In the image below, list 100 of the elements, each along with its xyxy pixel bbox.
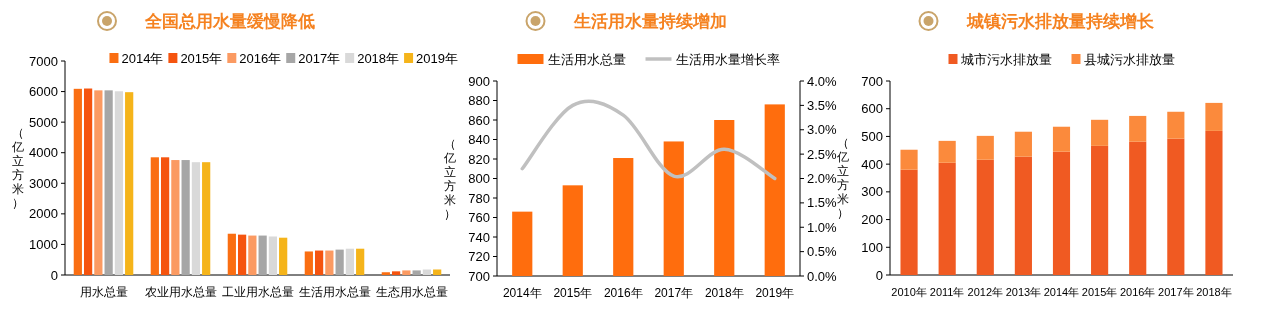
x-tick-label: 农业用水总量 [144, 285, 217, 299]
bar [976, 159, 994, 275]
y-tick-label: 840 [468, 132, 490, 147]
x-tick-label: 2010年 [891, 286, 927, 298]
y2-tick-label: 0.5% [807, 244, 838, 260]
bar [381, 272, 390, 275]
y2-tick-label: 1.5% [807, 195, 838, 211]
y-tick-label: 500 [861, 128, 883, 144]
y-tick-label: 7000 [29, 53, 58, 69]
y-tick-label: 300 [861, 184, 883, 200]
chart-title: 城镇污水排放量持续增长 [965, 12, 1155, 31]
bar [125, 92, 134, 275]
bar [1129, 115, 1147, 142]
legend-label: 2014年 [121, 51, 164, 66]
x-tick-label: 2012年 [967, 286, 1004, 298]
legend-label: 2018年 [357, 51, 400, 66]
bar [114, 91, 124, 275]
x-tick-label: 2014年 [1043, 286, 1080, 298]
y-axis-title: （亿立方米） [11, 126, 24, 210]
x-tick-label: 2018年 [1196, 286, 1232, 298]
legend-label: 2016年 [239, 51, 282, 66]
bar [1014, 131, 1032, 157]
y2-tick-label: 2.5% [807, 146, 838, 162]
bar [191, 162, 201, 275]
bar [171, 160, 180, 275]
x-tick-label: 用水总量 [79, 285, 128, 299]
bar [422, 269, 432, 275]
x-tick-label: 生态用水总量 [375, 285, 448, 299]
bar [227, 233, 236, 275]
bar [268, 236, 278, 275]
y-tick-label: 600 [861, 101, 883, 117]
y-tick-label: 2000 [29, 206, 58, 222]
y-tick-label: 900 [468, 73, 490, 89]
y-tick-label: 400 [861, 156, 883, 172]
bar [150, 157, 159, 275]
y-tick-label: 740 [468, 229, 490, 245]
y-tick-label: 820 [468, 151, 490, 167]
bar [1052, 126, 1071, 152]
x-tick-label: 2015年 [553, 286, 593, 300]
y-tick-label: 0 [875, 267, 883, 283]
y2-tick-label: 1.0% [807, 219, 838, 235]
y-tick-label: 880 [468, 93, 490, 108]
bar [279, 237, 288, 275]
bar [433, 269, 442, 275]
y-tick-label: 6000 [29, 84, 58, 100]
bar [237, 234, 247, 275]
bar [160, 157, 170, 275]
bar [1014, 156, 1032, 275]
bar [356, 248, 365, 275]
bar [104, 90, 113, 275]
y-tick-label: 4000 [29, 145, 58, 161]
y-tick-label: 700 [861, 73, 883, 89]
y2-tick-label: 3.5% [807, 97, 838, 113]
x-tick-label: 2014年 [502, 286, 542, 300]
bar [94, 90, 103, 275]
bar [900, 149, 918, 170]
y-tick-label: 860 [468, 112, 490, 128]
bar [900, 169, 918, 275]
y2-tick-label: 4.0% [807, 73, 838, 89]
legend-label: 2019年 [416, 51, 458, 66]
bar [181, 160, 190, 275]
bar [976, 135, 994, 160]
legend-label: 县城污水排放量 [1083, 52, 1175, 67]
y-tick-label: 0 [50, 267, 58, 283]
bar [1091, 145, 1109, 275]
y-tick-label: 760 [468, 210, 490, 225]
y-tick-label: 200 [861, 212, 883, 228]
y-tick-label: 100 [861, 239, 883, 255]
bar [402, 270, 411, 275]
bar [1129, 141, 1147, 275]
bar [1167, 138, 1185, 275]
chart-title: 全国总用水量缓慢降低 [144, 12, 315, 31]
x-tick-label: 2016年 [603, 286, 643, 300]
bar [1205, 130, 1223, 275]
bar [248, 235, 257, 275]
bar [345, 248, 355, 275]
bar [335, 249, 344, 275]
x-tick-label: 2016年 [1119, 286, 1156, 298]
x-tick-label: 2013年 [1005, 286, 1042, 298]
x-tick-label: 2017年 [654, 286, 694, 300]
bar [73, 88, 82, 275]
bar [304, 251, 313, 275]
bar [314, 250, 324, 275]
y-tick-label: 5000 [29, 114, 58, 130]
x-tick-label: 工业用水总量 [221, 285, 294, 299]
y-axis-title: （亿立方米） [836, 136, 849, 220]
legend-label: 城市污水排放量 [959, 52, 1052, 67]
bar [325, 250, 334, 275]
y2-tick-label: 3.0% [807, 122, 838, 138]
legend-label: 2015年 [180, 51, 223, 66]
bar [258, 235, 267, 275]
bar [938, 162, 956, 275]
y-tick-label: 1000 [29, 236, 58, 252]
y2-tick-label: 0.0% [807, 268, 838, 284]
y-tick-label: 720 [468, 249, 490, 264]
legend-label: 生活用水量增长率 [675, 52, 780, 67]
y2-tick-label: 2.0% [807, 171, 838, 186]
y-axis-title: （亿立方米） [443, 136, 456, 221]
bar [202, 162, 211, 275]
y-tick-label: 700 [468, 268, 490, 284]
